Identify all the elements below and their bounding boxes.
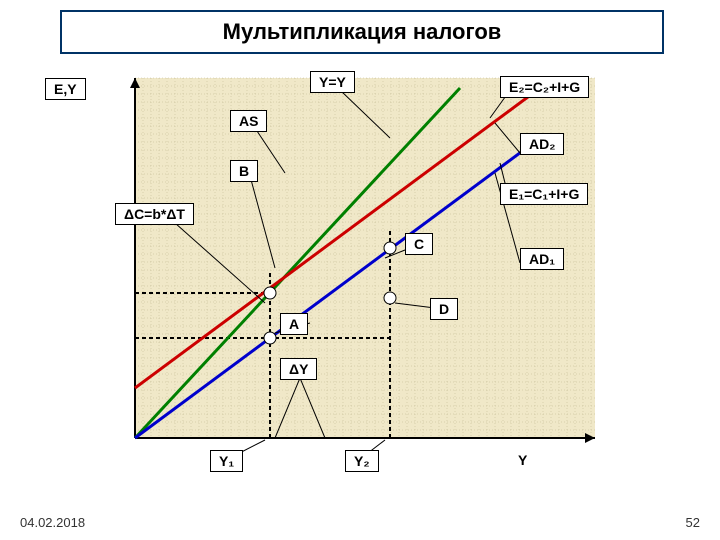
label-Y: Y	[510, 450, 535, 470]
page-number: 52	[686, 515, 700, 530]
label-E2: E₂=C₂+I+G	[500, 76, 589, 98]
label-AD2: AD₂	[520, 133, 564, 155]
label-A: A	[280, 313, 308, 335]
label-YeqY: Y=Y	[310, 71, 355, 93]
label-AD1: AD₁	[520, 248, 564, 270]
chart: E,Y Y=Y E₂=C₂+I+G AS AD₂ B E₁=C₁+I+G ΔC=…	[100, 68, 600, 468]
label-C: C	[405, 233, 433, 255]
label-B: B	[230, 160, 258, 182]
slide-date: 04.02.2018	[20, 515, 85, 530]
label-Y2: Y₂	[345, 450, 379, 472]
label-D: D	[430, 298, 458, 320]
label-EY: E,Y	[45, 78, 86, 100]
label-dC: ΔC=b*ΔT	[115, 203, 194, 225]
label-Y1: Y₁	[210, 450, 243, 472]
title-container: Мультипликация налогов	[60, 10, 660, 54]
label-dY: ΔY	[280, 358, 317, 380]
slide-title: Мультипликация налогов	[60, 10, 664, 54]
label-E1: E₁=C₁+I+G	[500, 183, 588, 205]
label-AS: AS	[230, 110, 267, 132]
